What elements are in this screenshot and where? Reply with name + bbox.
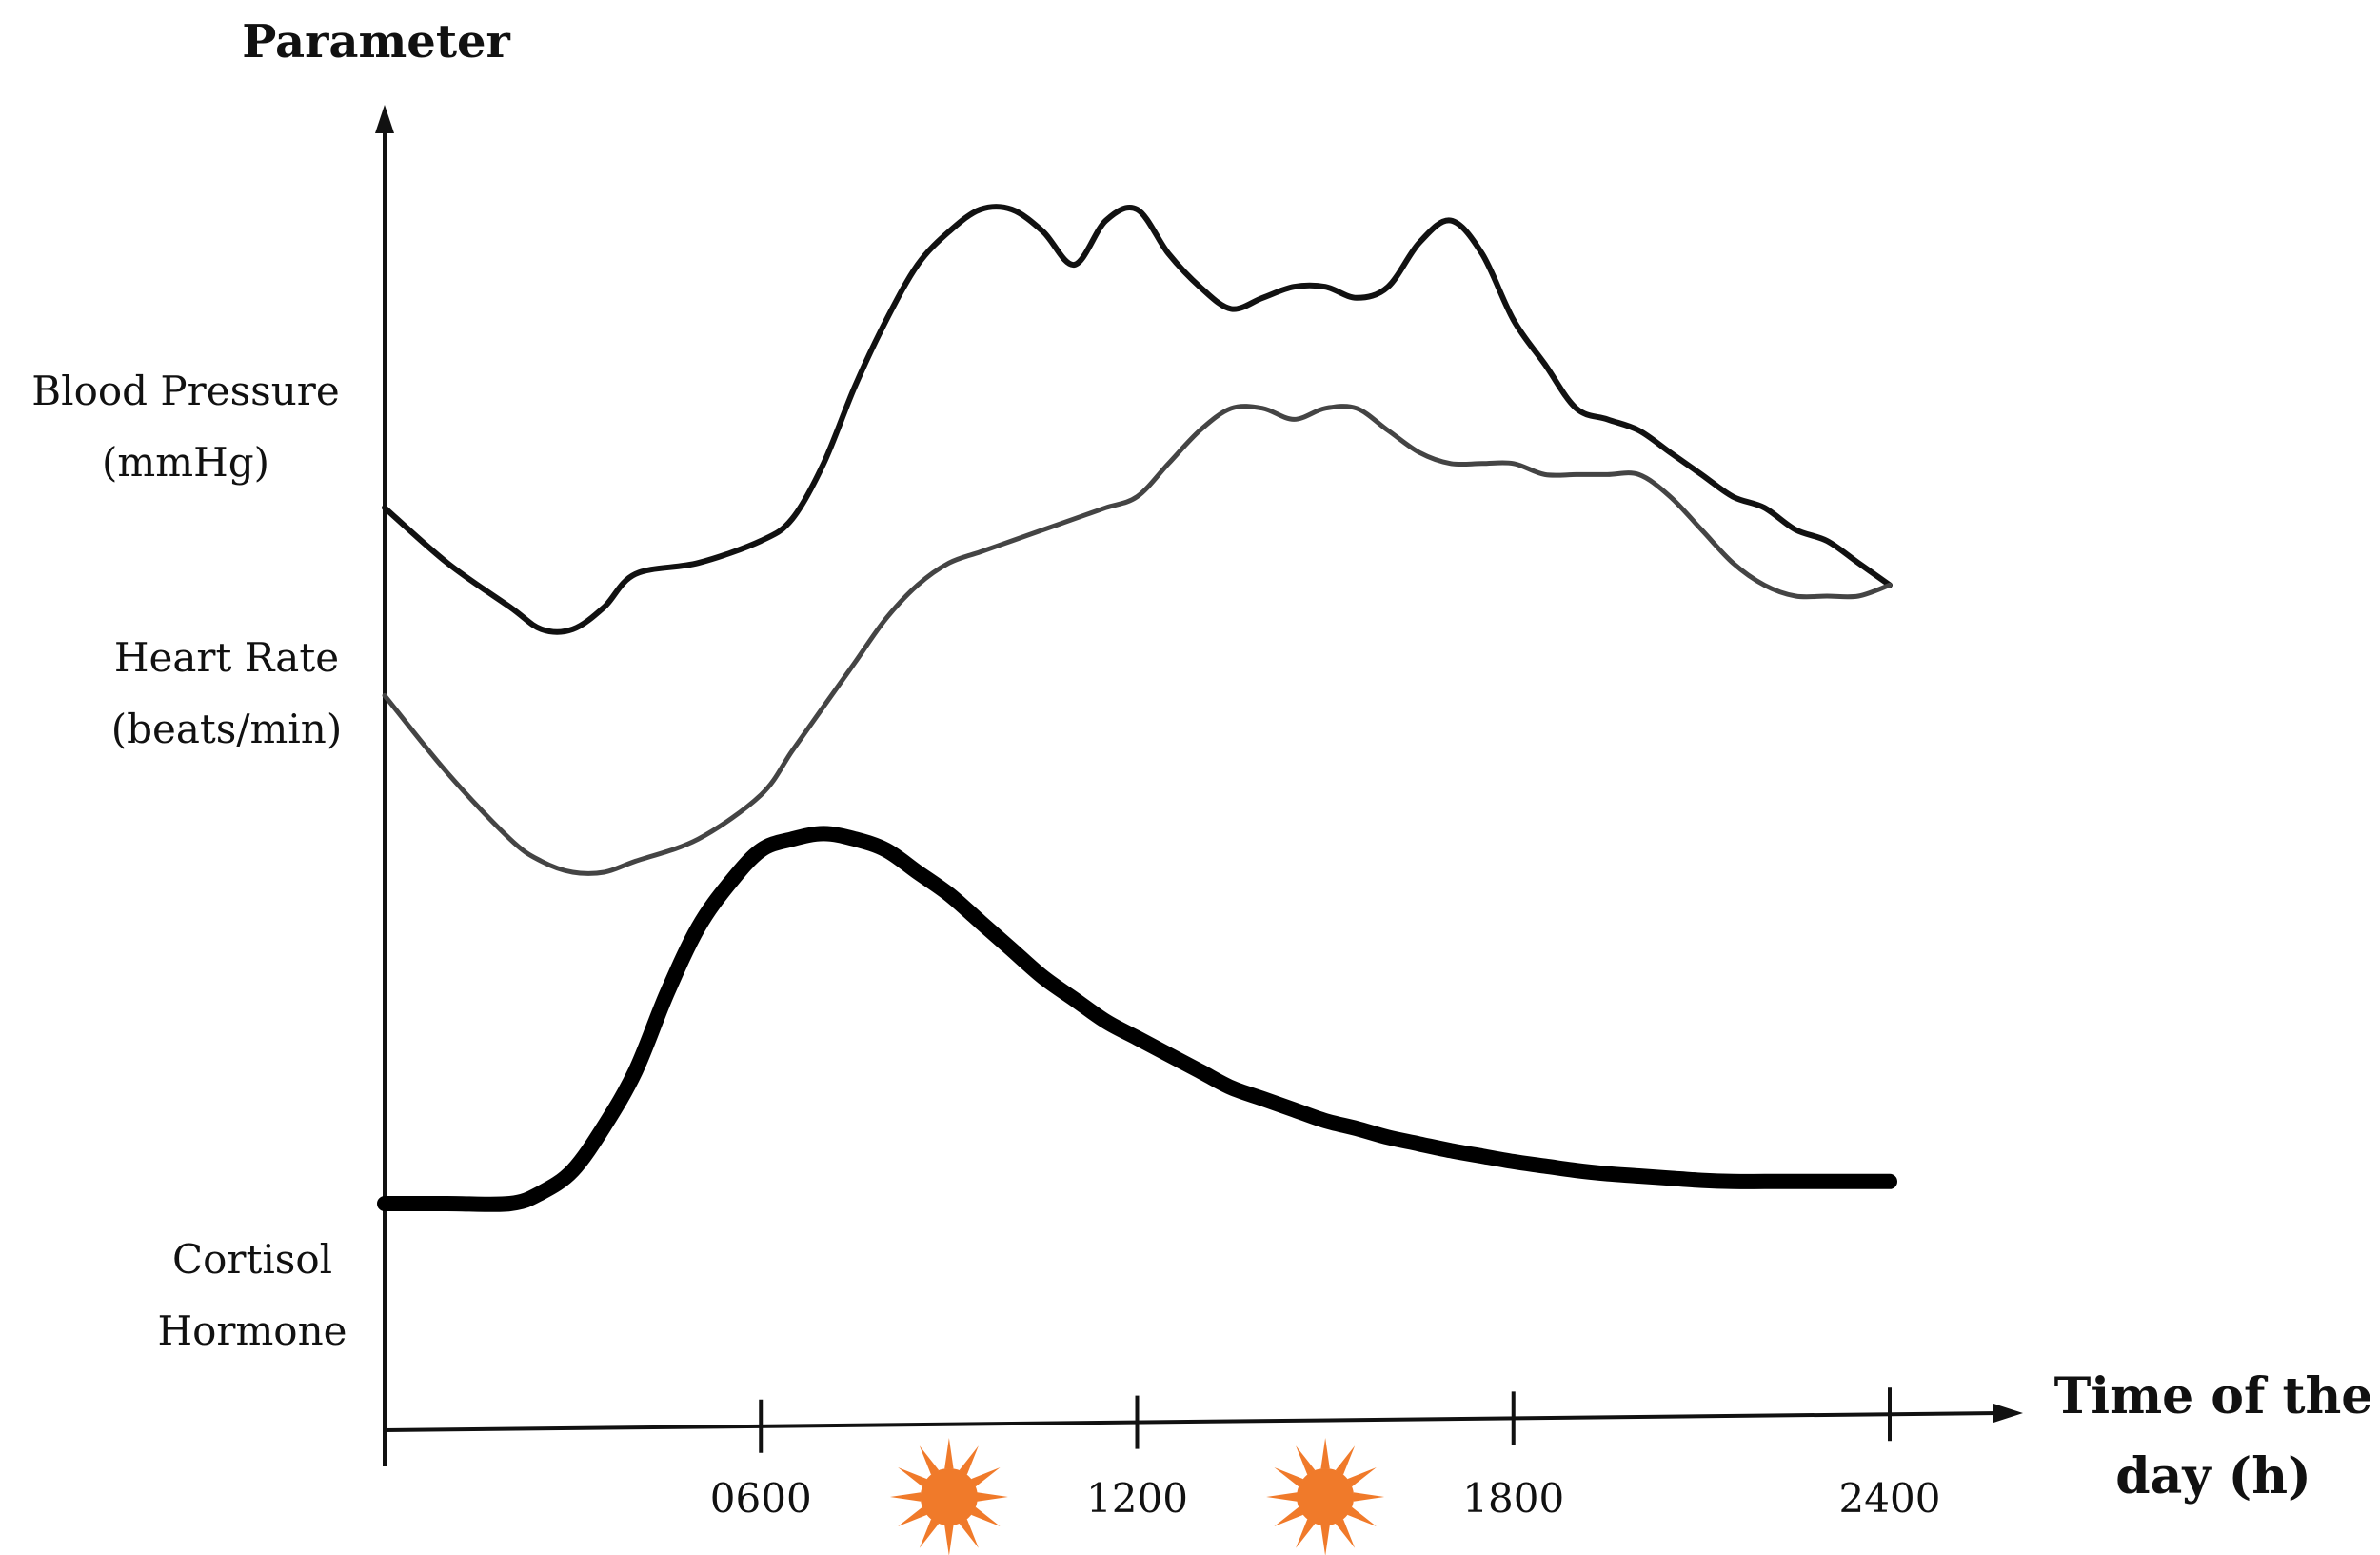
sun-icon: [889, 1438, 1008, 1555]
series-line-heart-rate: [382, 404, 1893, 876]
series-label-blood-pressure-line1: Blood Pressure: [31, 368, 339, 414]
series-line-blood-pressure: [382, 204, 1893, 635]
x-tick-label: 1200: [1086, 1475, 1188, 1522]
x-axis-ticks: 0600 1200 1800 2400: [710, 1387, 1941, 1522]
sun-ray: [977, 1492, 1008, 1502]
sun-ray: [919, 1519, 940, 1548]
sun-ray: [971, 1506, 1001, 1526]
sun-ray: [1266, 1492, 1298, 1502]
axes: [375, 105, 2023, 1466]
series-label-cortisol-line1: Cortisol: [172, 1236, 332, 1283]
sun-ray: [889, 1492, 922, 1502]
sun-ray: [1347, 1467, 1377, 1487]
sun-ray: [944, 1525, 954, 1555]
sun-ray: [1335, 1445, 1356, 1475]
series-labels: Blood Pressure (mmHg) Heart Rate (beats/…: [31, 368, 347, 1354]
sun-ray: [959, 1445, 979, 1475]
sun-ray: [1274, 1467, 1303, 1487]
x-tick-label: 1800: [1462, 1475, 1564, 1522]
x-tick-label: 2400: [1839, 1475, 1941, 1522]
sun-ray: [919, 1445, 940, 1475]
sun-ray: [1335, 1519, 1356, 1548]
sun-icon: [1266, 1438, 1385, 1555]
sun-ray: [1274, 1506, 1303, 1526]
sun-ray: [1353, 1492, 1385, 1502]
sun-ray: [1320, 1438, 1330, 1469]
sun-disc: [920, 1468, 978, 1525]
series-label-cortisol-line2: Hormone: [157, 1307, 347, 1354]
sun-ray: [898, 1467, 927, 1487]
x-axis-line: [384, 1411, 2000, 1432]
sun-ray: [944, 1438, 954, 1469]
sun-ray: [1347, 1506, 1377, 1526]
sun-ray: [1296, 1519, 1316, 1548]
x-tick-label: 0600: [710, 1475, 812, 1522]
y-axis-arrowhead: [375, 105, 394, 133]
sun-ray: [971, 1467, 1001, 1487]
x-axis-title-line2: day (h): [2115, 1447, 2311, 1505]
x-axis-arrowhead: [1993, 1404, 2023, 1423]
sun-disc: [1297, 1468, 1355, 1525]
x-axis-title-line1: Time of the: [2054, 1367, 2373, 1425]
series-label-heart-rate-line2: (beats/min): [111, 706, 342, 752]
series-label-blood-pressure-line2: (mmHg): [102, 439, 269, 486]
sun-ray: [898, 1506, 927, 1526]
sun-ray: [1320, 1525, 1330, 1555]
sun-ray: [959, 1519, 979, 1548]
series-label-heart-rate-line1: Heart Rate: [114, 634, 339, 681]
y-axis-title: Parameter: [242, 15, 510, 69]
series-line-cortisol: [377, 826, 1897, 1212]
data-series: [377, 204, 1897, 1212]
time-of-day-icons: [557, 1438, 1723, 1555]
sun-ray: [1296, 1445, 1316, 1475]
